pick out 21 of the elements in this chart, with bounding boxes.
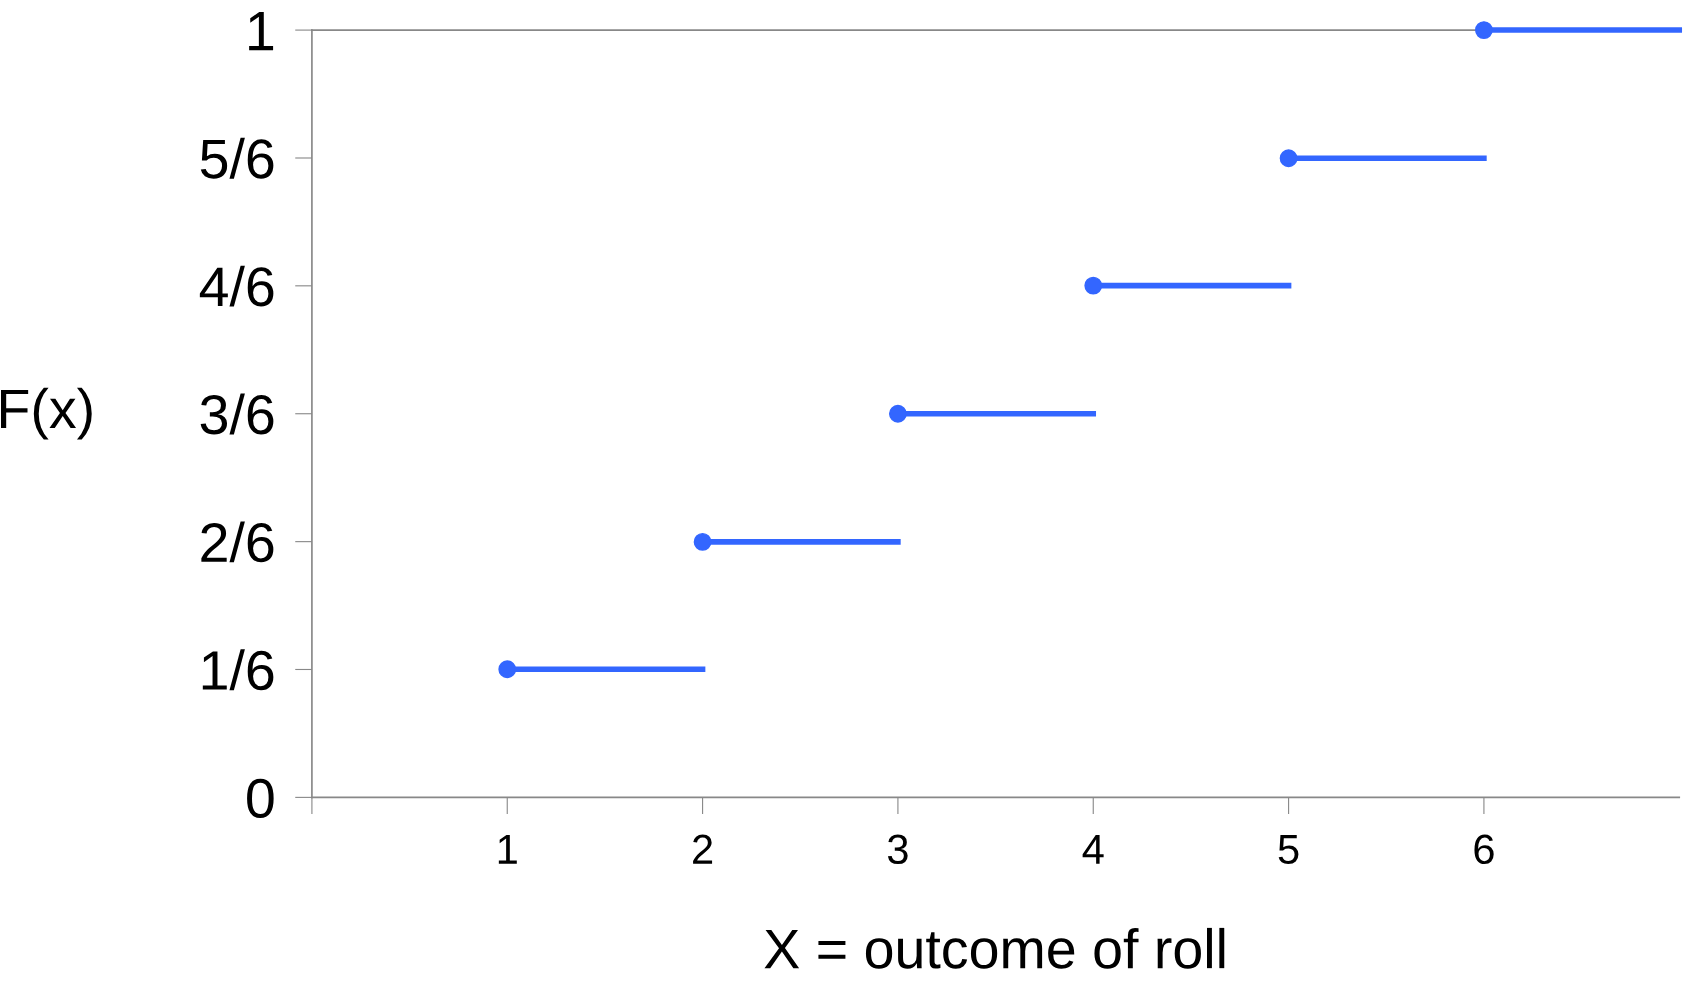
y-tick-label: 1	[249, 12, 274, 51]
x-tick-label: 4	[1082, 835, 1104, 864]
x-tick-label: 5	[1278, 835, 1299, 865]
x-tick-label: 3	[887, 834, 908, 865]
y-tick-label: 5/6	[200, 137, 274, 179]
point	[1475, 21, 1493, 40]
x-axis-title: X = outcome of roll	[764, 927, 1225, 969]
y-axis-title: F(x)	[1, 387, 92, 440]
point	[498, 660, 517, 679]
y-tick-label: 4/6	[199, 265, 274, 307]
point	[889, 404, 907, 423]
point	[1279, 149, 1298, 168]
y-tick-label: 0	[247, 778, 274, 819]
y-tick-label: 1/6	[202, 649, 274, 691]
y-tick-label: 2/6	[201, 521, 274, 563]
point	[1084, 276, 1103, 295]
x-tick-label: 2	[693, 834, 713, 864]
point	[693, 532, 712, 551]
x-tick-label: 1	[498, 835, 517, 864]
y-tick-label: 3/6	[200, 393, 274, 435]
x-tick-label: 6	[1474, 834, 1494, 865]
